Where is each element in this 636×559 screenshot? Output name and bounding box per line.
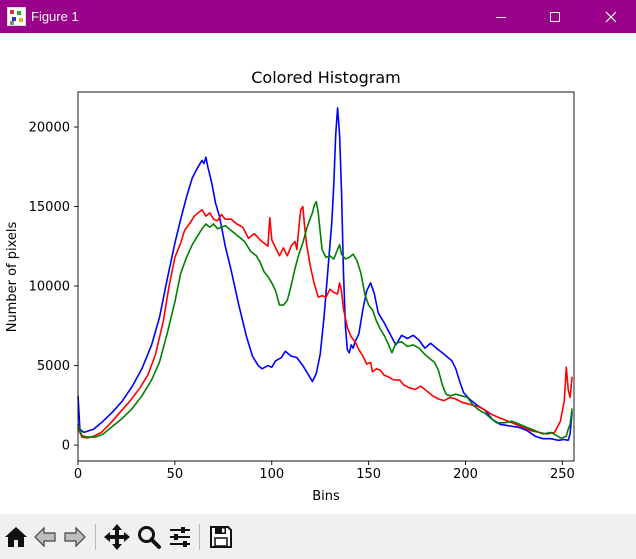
forward-button[interactable] xyxy=(60,522,90,552)
back-button[interactable] xyxy=(30,522,60,552)
x-axis-label: Bins xyxy=(312,489,340,504)
arrow-right-icon xyxy=(64,526,86,548)
x-tick-label: 50 xyxy=(167,467,184,482)
axes-frame xyxy=(77,91,575,462)
save-button[interactable] xyxy=(206,522,236,552)
x-tick-label: 250 xyxy=(550,467,575,482)
app-icon xyxy=(7,7,26,26)
configure-subplots-button[interactable] xyxy=(165,522,195,552)
maximize-button[interactable] xyxy=(532,0,578,33)
pan-button[interactable] xyxy=(102,522,132,552)
close-icon xyxy=(605,11,617,22)
floppy-disk-icon xyxy=(210,526,232,548)
toolbar-separator xyxy=(199,524,200,550)
zoom-button[interactable] xyxy=(134,522,164,552)
plot-area: 0 50 100 150 200 250 0 5000 10000 15000 20000 xyxy=(29,91,575,482)
x-tick-label: 150 xyxy=(356,467,381,482)
magnifier-icon xyxy=(138,526,161,549)
close-button[interactable] xyxy=(588,0,634,33)
home-icon xyxy=(5,527,27,547)
y-axis-label: Number of pixels xyxy=(5,221,20,332)
figure-canvas[interactable]: Colored Histogram 0 50 100 150 200 250 0 5000 10… xyxy=(0,33,636,514)
series-line-2 xyxy=(77,205,573,439)
chart-title: Colored Histogram xyxy=(251,68,401,87)
y-tick-label: 10000 xyxy=(29,280,70,295)
series-line-3 xyxy=(77,200,573,439)
y-tick-label: 0 xyxy=(62,439,70,454)
sliders-icon xyxy=(170,527,190,547)
navigation-toolbar xyxy=(0,514,636,559)
x-tick-label: 0 xyxy=(74,467,82,482)
minimize-button[interactable] xyxy=(478,0,524,33)
home-button[interactable] xyxy=(1,522,31,552)
x-tick-label: 200 xyxy=(453,467,478,482)
x-tick-label: 100 xyxy=(259,467,284,482)
arrow-left-icon xyxy=(34,526,56,548)
maximize-icon xyxy=(550,11,560,22)
minimize-icon xyxy=(496,16,506,18)
series-line-1 xyxy=(77,107,573,442)
window-title: Figure 1 xyxy=(31,9,79,24)
title-bar: Figure 1 xyxy=(0,0,636,33)
y-tick-label: 5000 xyxy=(37,359,70,374)
y-tick-label: 20000 xyxy=(29,120,70,135)
y-tick-label: 15000 xyxy=(29,200,70,215)
move-icon xyxy=(104,524,130,550)
toolbar-separator xyxy=(95,524,96,550)
